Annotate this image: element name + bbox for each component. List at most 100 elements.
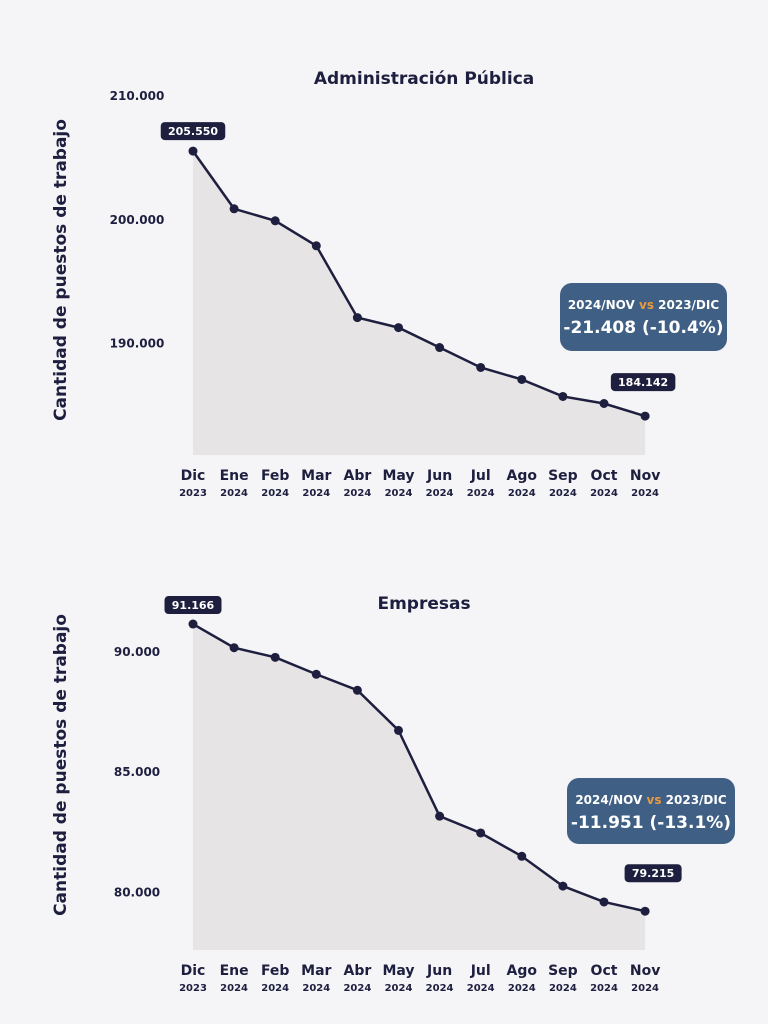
x-tick-month: Mar — [301, 468, 331, 484]
x-tick-month: Jun — [426, 963, 452, 979]
data-point — [476, 828, 486, 838]
x-tick-year: 2024 — [549, 983, 577, 994]
x-tick-month: Ago — [507, 963, 538, 979]
data-point — [188, 619, 198, 629]
x-tick-year: 2024 — [426, 983, 454, 994]
x-tick-month: Ene — [220, 963, 249, 979]
x-tick-year: 2024 — [590, 488, 618, 499]
x-tick-year: 2024 — [631, 983, 659, 994]
comparison-value: -21.408 (-10.4%) — [563, 318, 723, 338]
data-point — [640, 906, 650, 916]
data-point — [188, 146, 198, 156]
x-tick-year: 2024 — [467, 983, 495, 994]
x-tick-year: 2024 — [302, 488, 330, 499]
data-point — [476, 362, 486, 372]
x-tick-month: Dic — [181, 468, 206, 484]
data-point — [311, 241, 321, 251]
first-value-label: 91.166 — [172, 599, 215, 612]
y-tick-label: 90.000 — [114, 645, 160, 659]
x-tick-month: Jul — [470, 963, 491, 979]
y-tick-label: 190.000 — [110, 337, 165, 351]
y-tick-label: 85.000 — [114, 765, 160, 779]
data-point — [270, 652, 280, 662]
last-value-label: 79.215 — [632, 867, 674, 880]
data-point — [599, 897, 609, 907]
data-point — [311, 669, 321, 679]
data-point — [352, 685, 362, 695]
x-tick-month: Nov — [630, 468, 660, 484]
data-point — [229, 204, 239, 214]
data-point — [558, 391, 568, 401]
x-tick-year: 2024 — [385, 983, 413, 994]
comparison-value: -11.951 (-13.1%) — [571, 813, 731, 833]
data-point — [435, 343, 445, 353]
x-tick-year: 2024 — [508, 488, 536, 499]
x-tick-month: Feb — [261, 468, 290, 484]
data-point — [435, 811, 445, 821]
area-fill — [193, 151, 646, 455]
x-tick-month: May — [382, 468, 414, 484]
first-value-label: 205.550 — [168, 125, 218, 138]
period-current: 2024/NOV — [575, 793, 646, 807]
area-fill — [193, 624, 646, 950]
data-point — [229, 643, 239, 653]
first-value-label-bg — [160, 122, 226, 141]
y-tick-label: 200.000 — [110, 213, 165, 227]
x-tick-year: 2024 — [467, 488, 495, 499]
x-tick-year: 2024 — [631, 488, 659, 499]
first-value-label-bg — [164, 596, 222, 615]
data-point — [394, 323, 403, 333]
comparison-period: 2024/NOV vs 2023/DIC — [568, 298, 720, 312]
x-tick-year: 2024 — [549, 488, 577, 499]
x-tick-month: Sep — [548, 468, 578, 484]
chart-title: Administración Pública — [314, 69, 534, 89]
x-tick-month: Feb — [261, 963, 290, 979]
x-tick-month: Mar — [301, 963, 331, 979]
x-tick-year: 2024 — [261, 488, 289, 499]
x-tick-month: Nov — [630, 963, 660, 979]
last-value-label: 184.142 — [618, 376, 668, 389]
x-tick-year: 2024 — [426, 488, 454, 499]
chart-empresas: Empresas Cantidad de puestos de trabajo 80… — [51, 594, 735, 994]
y-axis-label: Cantidad de puestos de trabajo — [51, 119, 71, 421]
series-line — [192, 622, 646, 913]
x-tick-year: 2024 — [261, 983, 289, 994]
comparison-callout — [567, 778, 735, 844]
y-axis-label: Cantidad de puestos de trabajo — [51, 614, 71, 916]
x-tick-month: Jun — [426, 468, 452, 484]
data-point — [517, 851, 527, 861]
data-point — [599, 399, 609, 409]
vs-text: vs — [639, 298, 654, 312]
x-tick-month: Oct — [591, 963, 618, 979]
data-point — [394, 725, 403, 735]
y-tick-label: 210.000 — [110, 89, 165, 103]
x-tick-month: Dic — [181, 963, 206, 979]
vs-text: vs — [647, 793, 662, 807]
x-tick-year: 2024 — [220, 983, 248, 994]
x-tick-year: 2024 — [302, 983, 330, 994]
period-current: 2024/NOV — [568, 298, 639, 312]
period-base: 2023/DIC — [661, 793, 726, 807]
x-tick-year: 2024 — [508, 983, 536, 994]
x-tick-month: May — [382, 963, 414, 979]
x-tick-month: Abr — [344, 468, 372, 484]
last-value-label-bg — [624, 864, 682, 883]
x-tick-year: 2024 — [220, 488, 248, 499]
x-tick-month: Sep — [548, 963, 578, 979]
comparison-period: 2024/NOV vs 2023/DIC — [575, 793, 727, 807]
x-tick-month: Abr — [344, 963, 372, 979]
x-tick-year: 2023 — [179, 983, 207, 994]
data-point — [517, 374, 527, 384]
series-line — [191, 150, 646, 418]
chart-title: Empresas — [377, 594, 470, 614]
x-tick-year: 2024 — [343, 488, 371, 499]
comparison-callout — [560, 283, 727, 351]
y-tick-label: 80.000 — [114, 885, 160, 899]
x-tick-year: 2024 — [343, 983, 371, 994]
x-tick-month: Ago — [507, 468, 538, 484]
x-tick-year: 2024 — [385, 488, 413, 499]
data-point — [270, 216, 280, 226]
data-point — [558, 881, 568, 891]
data-point — [352, 313, 362, 323]
